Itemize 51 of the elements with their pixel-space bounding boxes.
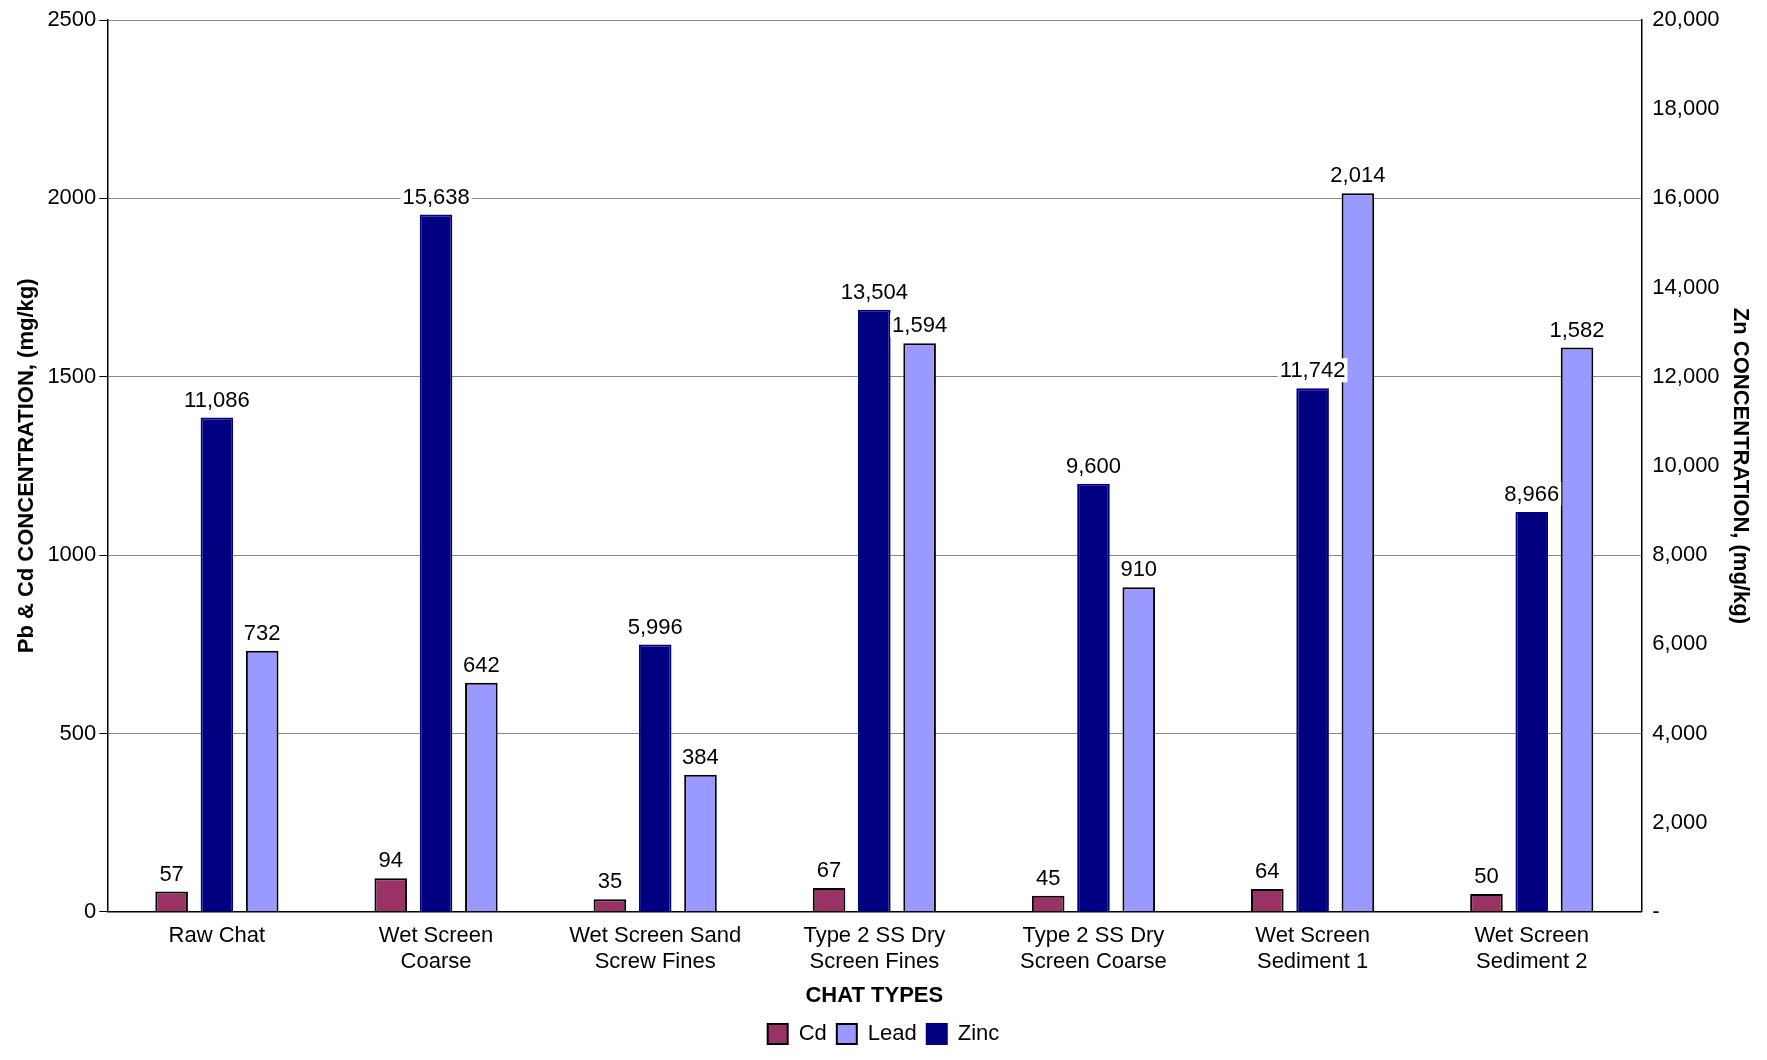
- data-label: 11,742: [1279, 357, 1346, 383]
- y2-tick-label: 14,000: [1652, 273, 1720, 299]
- y-tick-label: 2000: [47, 184, 97, 210]
- y2-axis-title: Zn CONCENTRATION, (mg/kg): [1728, 307, 1754, 624]
- data-label: 642: [462, 651, 500, 677]
- x-tick-label: Wet Screen Coarse: [378, 922, 494, 974]
- data-label: 64: [1255, 858, 1280, 884]
- y2-tick-label: 2,000: [1652, 808, 1708, 834]
- data-label: 94: [378, 847, 403, 873]
- data-label: 50: [1474, 863, 1499, 889]
- y2-tick-label: -: [1652, 897, 1660, 923]
- data-label: 5,996: [627, 613, 683, 639]
- x-tick-label: Type 2 SS Dry Screen Fines: [803, 922, 946, 974]
- y-tick-label: 0: [84, 897, 97, 923]
- x-tick-label: Type 2 SS Dry Screen Coarse: [1020, 922, 1167, 974]
- y2-tick-label: 20,000: [1652, 6, 1720, 32]
- y-axis-title: Pb & Cd CONCENTRATION, (mg/kg): [13, 278, 39, 654]
- data-label: 1,582: [1549, 316, 1605, 342]
- data-label: 8,966: [1504, 481, 1560, 507]
- x-tick-label: Wet Screen Sand Screw Fines: [569, 922, 742, 974]
- data-label: 57: [159, 860, 184, 886]
- x-axis-title: CHAT TYPES: [805, 981, 944, 1007]
- data-label: 67: [816, 856, 842, 882]
- x-tick-label: Raw Chat: [168, 922, 266, 948]
- data-label: 13,504: [840, 278, 908, 304]
- data-label: 2,014: [1330, 162, 1386, 188]
- data-label: 910: [1120, 556, 1158, 582]
- y-tick-label: 1500: [47, 362, 97, 388]
- y2-tick-label: 8,000: [1652, 541, 1708, 567]
- legend-label: Lead: [867, 1020, 917, 1046]
- legend-label: Zinc: [957, 1020, 1000, 1046]
- y-tick-label: 1000: [47, 541, 97, 567]
- data-label: 15,638: [402, 183, 470, 209]
- data-label: 384: [682, 743, 719, 769]
- legend-label: Cd: [798, 1020, 827, 1046]
- y2-tick-label: 12,000: [1652, 362, 1720, 388]
- y2-tick-label: 4,000: [1652, 719, 1708, 745]
- y2-tick-label: 16,000: [1652, 184, 1720, 210]
- y2-tick-label: 6,000: [1652, 630, 1708, 656]
- y2-tick-label: 10,000: [1652, 451, 1720, 477]
- data-label: 45: [1035, 864, 1061, 890]
- x-tick-label: Wet Screen Sediment 1: [1255, 922, 1370, 974]
- x-tick-label: Wet Screen Sediment 2: [1474, 922, 1590, 974]
- y-tick-label: 500: [59, 719, 97, 745]
- y-tick-label: 2500: [47, 6, 97, 32]
- data-label: 1,594: [892, 312, 948, 338]
- data-label: 11,086: [184, 386, 250, 412]
- data-label: 35: [597, 868, 623, 894]
- data-label: 732: [243, 619, 281, 645]
- y2-tick-label: 18,000: [1652, 95, 1720, 121]
- data-label: 9,600: [1065, 452, 1121, 478]
